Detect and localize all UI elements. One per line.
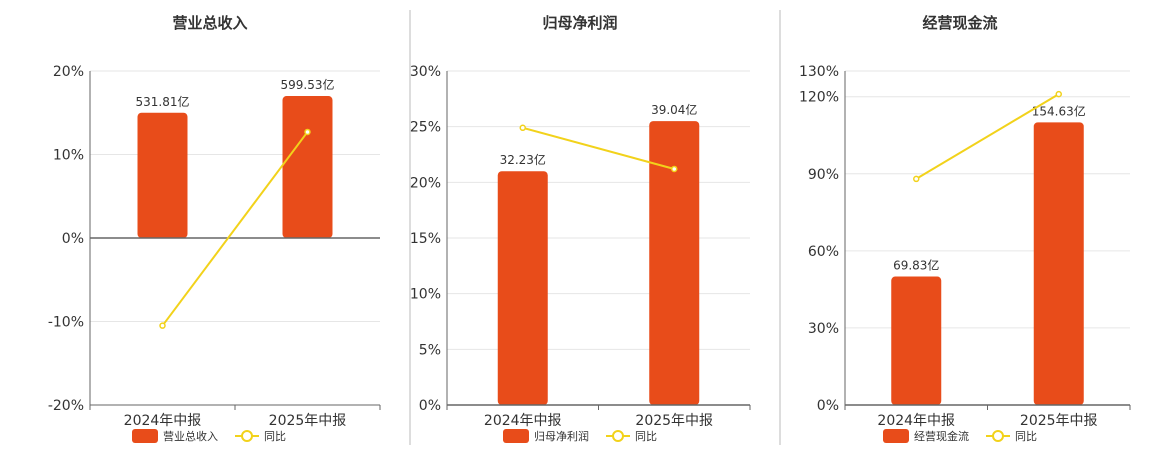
legend-line-label: 同比 bbox=[264, 430, 286, 443]
y-tick-label: 20% bbox=[410, 175, 441, 191]
x-tick-label: 2025年中报 bbox=[1020, 413, 1098, 429]
legend-bar-label: 营业总收入 bbox=[163, 429, 218, 443]
legend-bar-swatch bbox=[132, 429, 158, 443]
y-tick-label: 10% bbox=[410, 287, 441, 303]
y-tick-label: -20% bbox=[48, 398, 84, 414]
yoy-line bbox=[522, 126, 675, 170]
y-tick-label: 90% bbox=[808, 167, 839, 183]
chart-title: 经营现金流 bbox=[922, 14, 997, 32]
legend-bar-label: 归母净利润 bbox=[534, 429, 589, 443]
x-tick-label: 2024年中报 bbox=[124, 413, 202, 429]
bar-value-label: 39.04亿 bbox=[651, 102, 697, 117]
y-tick-label: 0% bbox=[419, 398, 441, 414]
y-tick-label: 10% bbox=[53, 148, 84, 164]
legend-bar-swatch bbox=[883, 429, 909, 443]
legend-bar-swatch bbox=[503, 429, 529, 443]
y-tick-label: 5% bbox=[419, 342, 441, 358]
x-tick-label: 2024年中报 bbox=[877, 413, 955, 429]
yoy-point bbox=[519, 124, 526, 132]
y-tick-label: 0% bbox=[62, 231, 84, 247]
yoy-point bbox=[671, 165, 678, 173]
y-tick-label: 15% bbox=[410, 231, 441, 247]
bar-value-label: 154.63亿 bbox=[1032, 103, 1086, 118]
bar-value-label: 32.23亿 bbox=[500, 152, 546, 167]
bar bbox=[282, 96, 333, 238]
yoy-point bbox=[304, 128, 311, 136]
y-tick-label: 20% bbox=[53, 64, 84, 80]
bar-value-label: 69.83亿 bbox=[893, 258, 939, 273]
legend-bar-label: 经营现金流 bbox=[914, 429, 969, 443]
bar bbox=[137, 112, 188, 238]
chart-title: 归母净利润 bbox=[542, 14, 617, 32]
x-tick-label: 2025年中报 bbox=[269, 413, 347, 429]
y-tick-label: 25% bbox=[410, 120, 441, 136]
yoy-point bbox=[1055, 90, 1062, 98]
bar bbox=[649, 121, 700, 405]
legend-line-marker bbox=[612, 430, 624, 442]
legend-line-label: 同比 bbox=[1015, 430, 1037, 443]
y-tick-label: 30% bbox=[410, 64, 441, 80]
net-profit-chart: 归母净利润 30% 25% 20% 15% 10% 5% 0% 32.23亿 39.04亿 2024… bbox=[410, 14, 751, 443]
y-tick-label: 130% bbox=[799, 64, 839, 80]
bar bbox=[891, 276, 942, 405]
chart-title: 营业总收入 bbox=[172, 14, 247, 32]
yoy-point bbox=[913, 175, 920, 183]
x-tick-label: 2025年中报 bbox=[635, 413, 713, 429]
legend-line-label: 同比 bbox=[635, 430, 657, 443]
yoy-line bbox=[161, 131, 309, 327]
bar bbox=[1033, 122, 1084, 405]
bar-value-label: 531.81亿 bbox=[136, 94, 190, 109]
y-tick-label: 30% bbox=[808, 321, 839, 337]
yoy-point bbox=[159, 322, 166, 329]
bar-value-label: 599.53亿 bbox=[281, 77, 335, 92]
legend-line-marker bbox=[241, 430, 253, 442]
y-tick-label: 0% bbox=[817, 398, 839, 414]
legend-line-marker bbox=[992, 430, 1004, 442]
y-tick-label: 120% bbox=[799, 90, 839, 106]
operating-cashflow-chart: 经营现金流 130% 120% 90% 60% 30% 0% 69.83亿 154.63亿 202… bbox=[799, 14, 1131, 443]
x-tick-label: 2024年中报 bbox=[484, 413, 562, 429]
y-tick-label: 60% bbox=[808, 244, 839, 260]
y-tick-label: -10% bbox=[48, 315, 84, 331]
yoy-line bbox=[915, 93, 1060, 180]
bar bbox=[497, 171, 548, 405]
revenue-chart: 营业总收入 20% 10% 0% -10% -20% 531.81亿 599.53亿 2024年… bbox=[48, 14, 381, 443]
